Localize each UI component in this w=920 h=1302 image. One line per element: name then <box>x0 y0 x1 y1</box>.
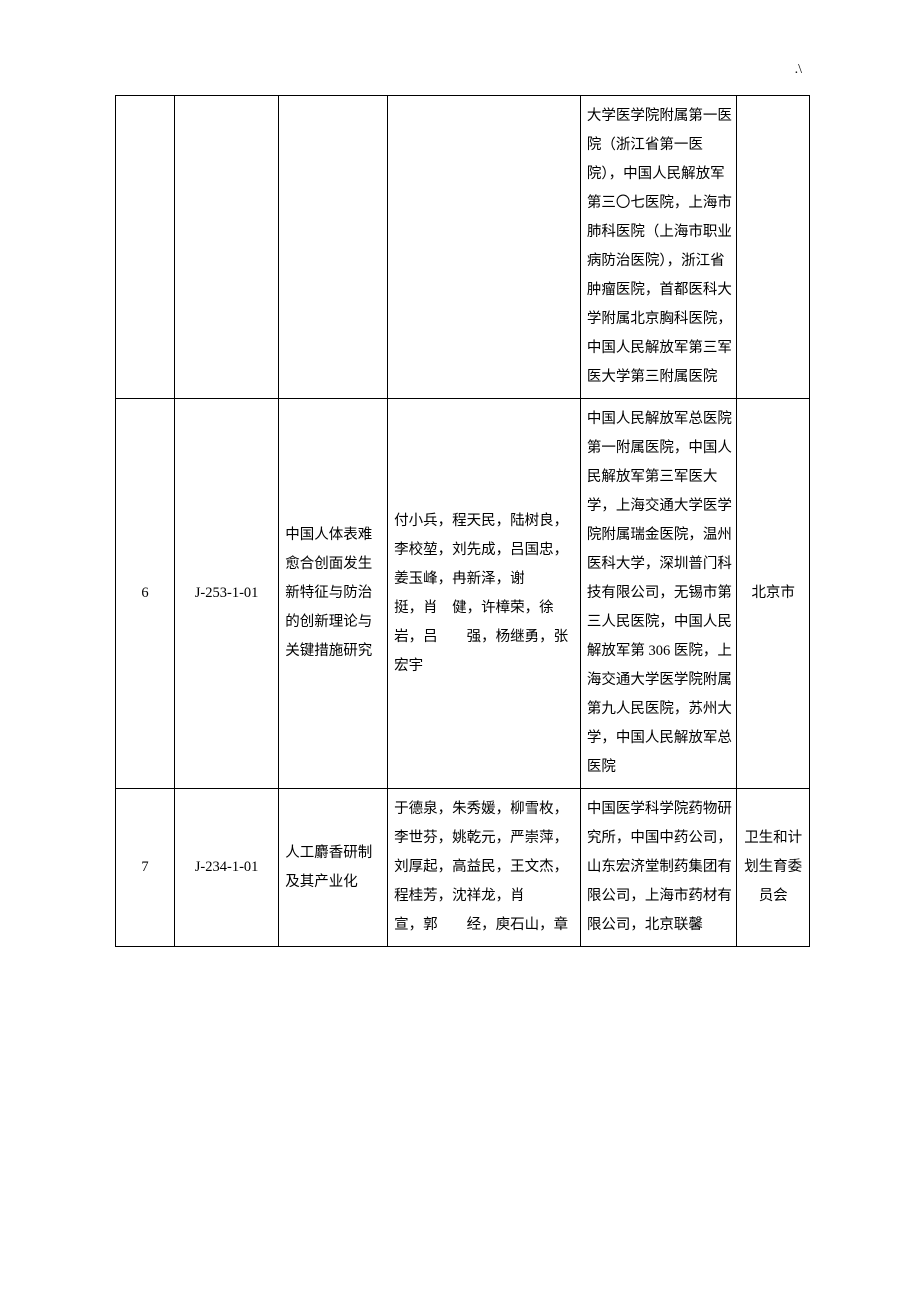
table-cell-people: 于德泉，朱秀媛，柳雪枚，李世芬，姚乾元，严崇萍，刘厚起，高益民，王文杰，程桂芳，… <box>388 789 581 947</box>
table-cell-people <box>388 96 581 399</box>
table-row: 6J-253-1-01中国人体表难愈合创面发生新特征与防治的创新理论与关键措施研… <box>116 399 810 789</box>
page-marker: .\ <box>795 62 802 78</box>
awards-table: 大学医学院附属第一医院（浙江省第一医院），中国人民解放军第三〇七医院，上海市肺科… <box>115 95 810 947</box>
table-cell-project: 人工麝香研制及其产业化 <box>279 789 388 947</box>
table-cell-nominator <box>737 96 810 399</box>
document-page: .\ 大学医学院附属第一医院（浙江省第一医院），中国人民解放军第三〇七医院，上海… <box>0 0 920 1022</box>
table-cell-code <box>174 96 278 399</box>
table-cell-people: 付小兵，程天民，陆树良，李校堃，刘先成，吕国忠，姜玉峰，冉新泽，谢 挺，肖 健，… <box>388 399 581 789</box>
table-cell-code: J-253-1-01 <box>174 399 278 789</box>
table-cell-seq: 6 <box>116 399 175 789</box>
table-row: 7J-234-1-01人工麝香研制及其产业化于德泉，朱秀媛，柳雪枚，李世芬，姚乾… <box>116 789 810 947</box>
table-cell-project: 中国人体表难愈合创面发生新特征与防治的创新理论与关键措施研究 <box>279 399 388 789</box>
table-cell-units: 中国医学科学院药物研究所，中国中药公司，山东宏济堂制药集团有限公司，上海市药材有… <box>580 789 736 947</box>
table-cell-nominator: 卫生和计划生育委员会 <box>737 789 810 947</box>
table-cell-units: 大学医学院附属第一医院（浙江省第一医院），中国人民解放军第三〇七医院，上海市肺科… <box>580 96 736 399</box>
table-cell-project <box>279 96 388 399</box>
table-cell-seq: 7 <box>116 789 175 947</box>
table-cell-units: 中国人民解放军总医院第一附属医院，中国人民解放军第三军医大学，上海交通大学医学院… <box>580 399 736 789</box>
table-cell-seq <box>116 96 175 399</box>
table-cell-nominator: 北京市 <box>737 399 810 789</box>
table-row: 大学医学院附属第一医院（浙江省第一医院），中国人民解放军第三〇七医院，上海市肺科… <box>116 96 810 399</box>
table-cell-code: J-234-1-01 <box>174 789 278 947</box>
